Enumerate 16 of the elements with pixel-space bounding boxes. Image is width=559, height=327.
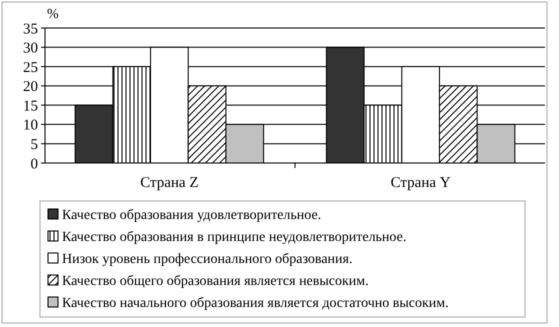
y-tick-label: 5 xyxy=(30,136,38,153)
y-tick-label: 30 xyxy=(23,40,38,57)
legend-label: Низок уровень профессионального образования. xyxy=(62,252,352,267)
legend-label: Качество образования в принципе неудовлетворительное. xyxy=(62,230,406,245)
y-tick-label: 25 xyxy=(23,60,38,76)
y-axis-title: % xyxy=(47,7,59,22)
legend-label: Качество общего образования является невысоким. xyxy=(62,274,369,289)
x-tick-label: Страна Z xyxy=(140,175,199,191)
y-tick-label: 10 xyxy=(23,118,38,134)
y-tick-label: 0 xyxy=(30,156,38,172)
x-tick-label: Страна Y xyxy=(390,175,451,191)
legend-label: Качество начального образования является достаточно высоким. xyxy=(62,296,449,311)
legend-label: Качество образования удовлетворительное. xyxy=(62,208,322,223)
y-tick-label: 35 xyxy=(23,21,38,38)
y-tick-label: 15 xyxy=(23,98,38,114)
y-tick-label: 20 xyxy=(23,79,38,96)
